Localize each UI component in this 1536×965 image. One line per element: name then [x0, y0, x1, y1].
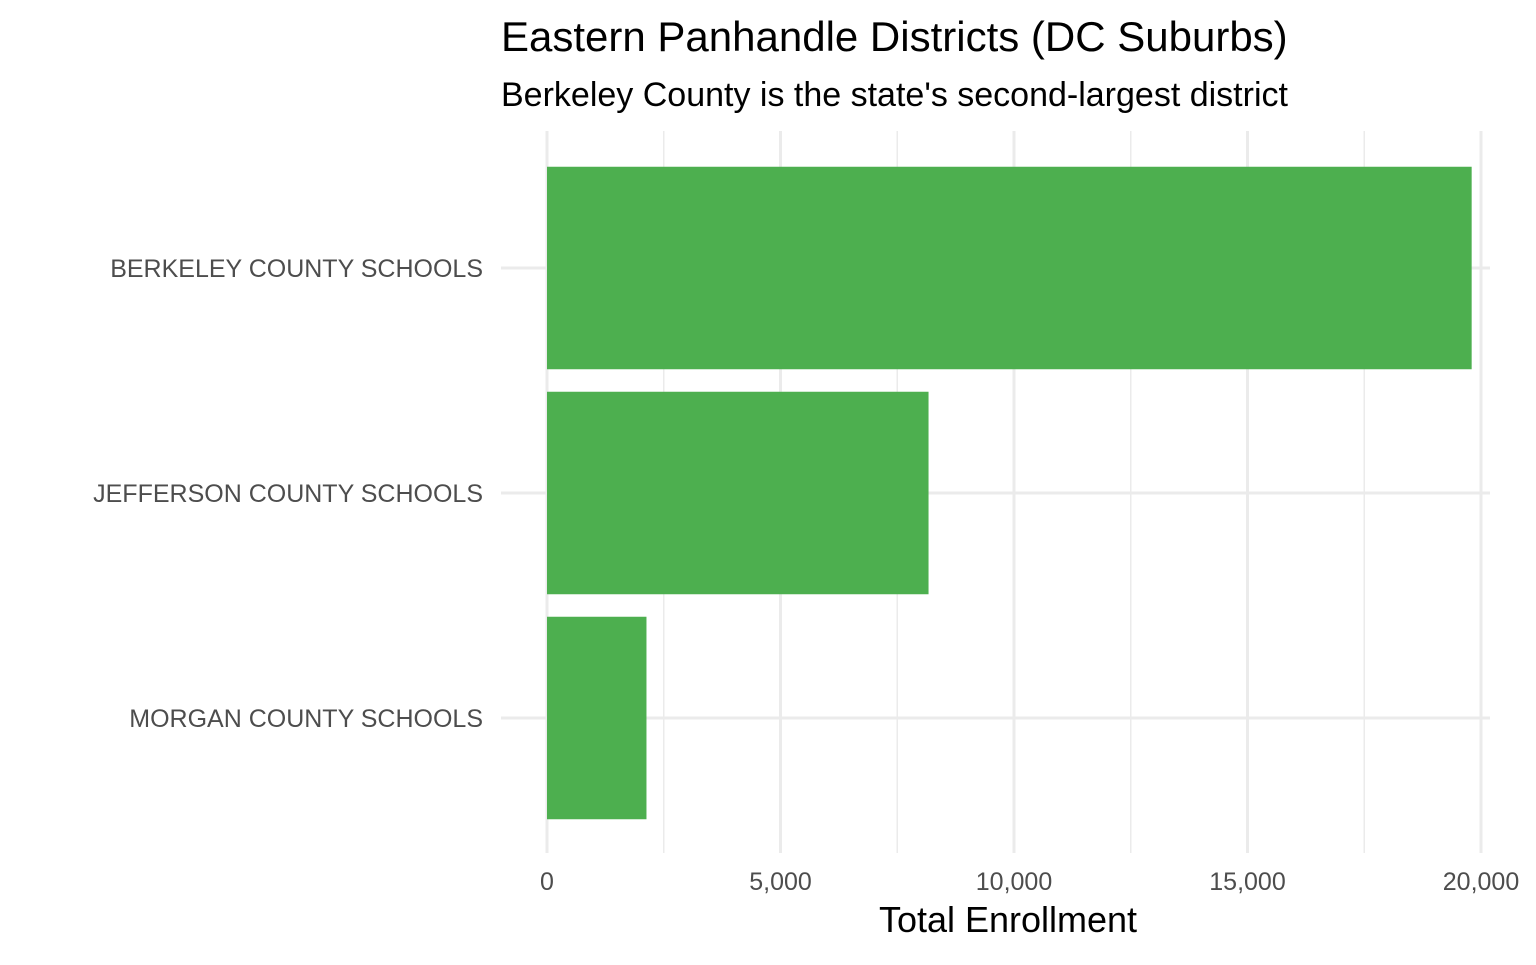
x-tick-labels: 0 5,000 10,000 15,000 20,000	[540, 868, 1519, 896]
category-label: BERKELEY COUNTY SCHOOLS	[110, 255, 483, 283]
chart-title: Eastern Panhandle Districts (DC Suburbs)	[501, 13, 1288, 60]
bar	[547, 616, 647, 820]
chart-subtitle: Berkeley County is the state's second-la…	[501, 76, 1289, 114]
x-tick-label: 0	[540, 868, 554, 896]
category-labels: BERKELEY COUNTY SCHOOLS JEFFERSON COUNTY …	[93, 255, 483, 733]
bars	[547, 166, 1472, 820]
x-tick-label: 5,000	[749, 868, 812, 896]
x-tick-label: 15,000	[1209, 868, 1285, 896]
bar	[547, 166, 1472, 370]
bar	[547, 391, 929, 595]
x-tick-label: 10,000	[976, 868, 1052, 896]
category-label: MORGAN COUNTY SCHOOLS	[129, 705, 483, 733]
x-axis-title: Total Enrollment	[879, 899, 1137, 940]
x-tick-label: 20,000	[1443, 868, 1519, 896]
category-label: JEFFERSON COUNTY SCHOOLS	[93, 480, 483, 508]
